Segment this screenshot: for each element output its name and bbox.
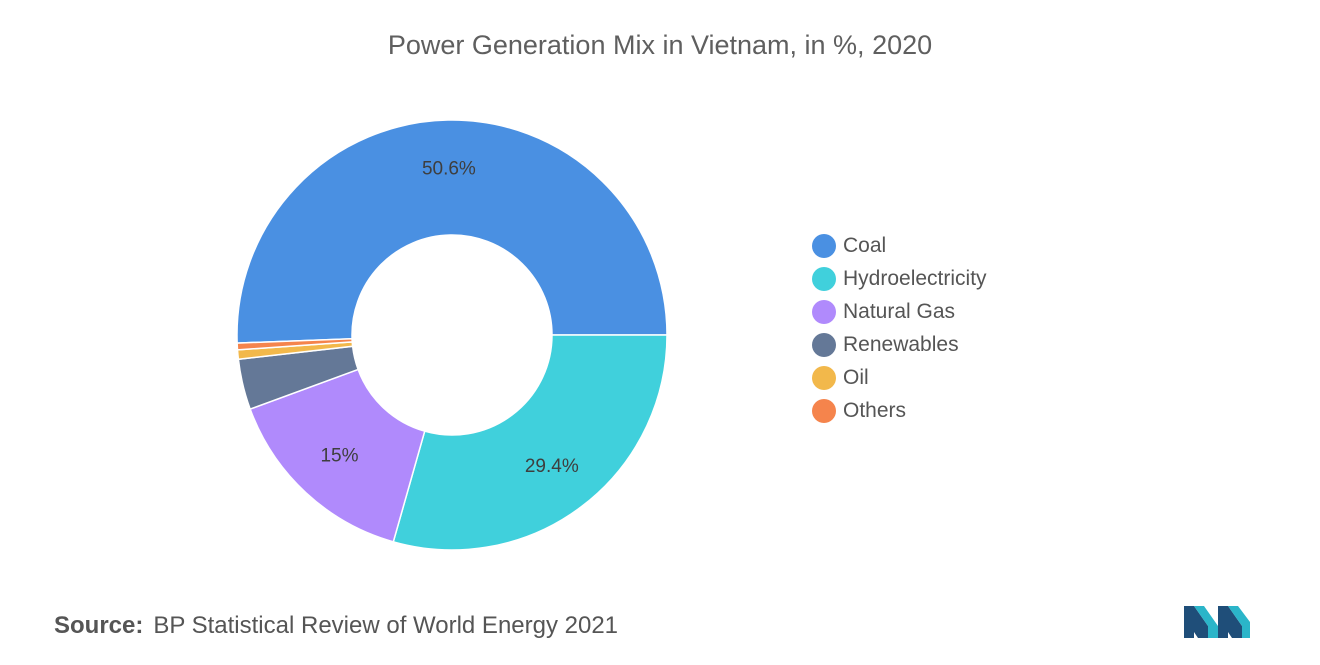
legend-label: Oil	[843, 365, 869, 389]
legend-item-oil: Oil	[812, 361, 987, 394]
slice-coal	[236, 119, 668, 344]
legend-label: Natural Gas	[843, 299, 956, 323]
legend-swatch	[812, 365, 836, 390]
legend-item-natural-gas: Natural Gas	[812, 295, 987, 328]
legend-item-renewables: Renewables	[812, 328, 987, 361]
slice-natural-gas	[249, 368, 426, 543]
slice-label-hydroelectricity: 29.4%	[525, 456, 579, 477]
source-text: BP Statistical Review of World Energy 20…	[153, 612, 619, 639]
legend-item-others: Others	[812, 394, 987, 427]
legend-label: Renewables	[843, 332, 959, 356]
legend-swatch	[812, 332, 836, 357]
legend-swatch	[812, 233, 836, 258]
legend-label: Others	[843, 398, 907, 422]
slice-hydroelectricity	[392, 334, 668, 551]
slice-others	[236, 337, 354, 351]
slice-label-natural-gas: 15%	[320, 445, 358, 466]
legend-item-coal: Coal	[812, 229, 987, 262]
slice-label-coal: 50.6%	[422, 159, 476, 180]
source-key: Source:	[54, 612, 144, 639]
legend-label: Coal	[843, 233, 887, 257]
donut-chart: 50.6% 29.4% 15%	[236, 119, 668, 551]
mordor-intelligence-logo-icon	[1184, 606, 1250, 638]
legend-label: Hydroelectricity	[843, 266, 987, 290]
chart-title: Power Generation Mix in Vietnam, in %, 2…	[387, 30, 933, 60]
legend-item-hydroelectricity: Hydroelectricity	[812, 262, 987, 295]
legend-swatch	[812, 266, 836, 291]
source-note: Source: BP Statistical Review of World En…	[54, 612, 618, 640]
legend-swatch	[812, 299, 836, 324]
legend-swatch	[812, 398, 836, 423]
chart-legend: Coal Hydroelectricity Natural Gas Renewable…	[812, 229, 987, 427]
